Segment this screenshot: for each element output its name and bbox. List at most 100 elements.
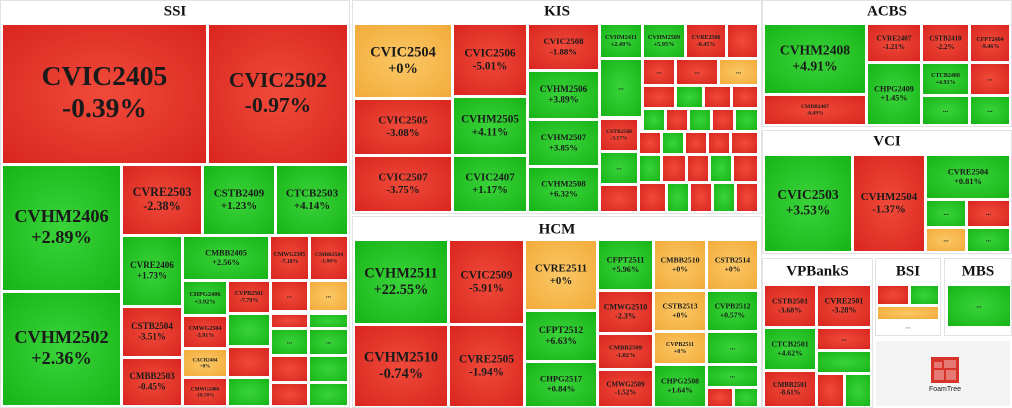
tile-change: +5.95%: [654, 41, 675, 48]
tile-more: ...: [943, 106, 949, 114]
tile-change: -2.38%: [143, 199, 181, 213]
tile-more: ...: [326, 292, 332, 300]
tile-more: ...: [736, 68, 742, 76]
tile-label: CSTB2513: [662, 302, 697, 311]
tile: [184, 237, 268, 279]
tile-more: ...: [841, 335, 847, 343]
tile-change: +4.91%: [792, 58, 837, 73]
tile-label: CVHM2505: [461, 113, 519, 125]
tile-label: CSTB2514: [715, 256, 750, 265]
tile: [668, 184, 688, 211]
tile: [911, 286, 938, 304]
tile-label: CSTB2504: [131, 321, 173, 331]
tile: [878, 307, 938, 319]
tile-more: ...: [943, 209, 949, 217]
panel-title: HCM: [539, 221, 576, 237]
tile-label: CHPG2517: [540, 374, 583, 384]
tile-change: -2.2%: [936, 43, 954, 51]
tile-label: CVHM2506: [540, 84, 588, 94]
tile: [733, 87, 757, 107]
tile-label: CHPG2409: [874, 84, 914, 93]
tile-label: CVHM2411: [605, 34, 637, 41]
tile-label: CVPB2501: [235, 291, 263, 297]
tile-more: ...: [986, 236, 992, 244]
tile: [454, 157, 526, 211]
tile-label: CMWG2406: [191, 386, 220, 392]
tile: [601, 186, 637, 211]
tile: [677, 60, 717, 84]
tile: [310, 330, 347, 354]
tile: [529, 72, 598, 118]
tile: [765, 372, 815, 406]
tile: [818, 286, 870, 326]
tile-label: CSTB2409: [214, 188, 265, 200]
tile-label: CHPG2406: [189, 291, 221, 298]
tile-change: +0%: [388, 61, 418, 77]
tile: [529, 168, 598, 211]
logo-icon: [931, 357, 959, 383]
tile: [644, 60, 674, 84]
tile: [686, 133, 706, 153]
tile: [599, 371, 652, 406]
tile: [640, 133, 660, 153]
tile-change: +0%: [725, 264, 741, 273]
tile: [277, 166, 347, 234]
tile: [735, 389, 757, 406]
tile-label: CFPT2511: [607, 255, 645, 264]
tile: [310, 282, 347, 310]
tile: [271, 237, 308, 279]
tile-label: CVIC2502: [229, 68, 327, 92]
panel-title: VCI: [873, 133, 901, 149]
tile: [708, 333, 757, 363]
tile-label: CMBB2503: [129, 371, 175, 381]
tile-change: +4.93%: [936, 80, 956, 86]
tile: [711, 156, 731, 181]
tile-change: +5.96%: [612, 265, 639, 274]
tile: [728, 25, 757, 57]
tile: [818, 375, 843, 406]
tile-more: ...: [618, 84, 624, 92]
tile-label: CVRE2504: [948, 167, 989, 176]
tile-change: -0.49%: [806, 111, 824, 117]
tile-change: +0%: [672, 310, 688, 319]
tile: [3, 25, 206, 163]
tile-label: CSTB2508: [606, 129, 632, 135]
tile: [123, 237, 181, 305]
tile: [663, 133, 683, 153]
tile-label: CVHM2510: [364, 349, 438, 365]
tile-label: CVIC2506: [464, 47, 516, 59]
tile: [927, 229, 965, 251]
tile-change: +0%: [672, 264, 688, 273]
tile: [272, 315, 307, 327]
tile: [971, 97, 1009, 124]
tile: [687, 25, 725, 57]
tile: [818, 352, 870, 372]
tile: [644, 87, 674, 107]
tile-change: +1.17%: [472, 184, 508, 196]
tile: [454, 25, 526, 95]
tile-more: ...: [326, 338, 332, 346]
tile-change: +1.45%: [881, 94, 908, 103]
tile-label: CVIC2508: [543, 36, 584, 46]
logo-pattern: [934, 360, 956, 380]
tile: [923, 97, 968, 124]
tile: [3, 166, 120, 290]
tile-change: -1.80%: [320, 259, 338, 265]
tile: [644, 25, 684, 57]
tile-label: CMWG2505: [274, 252, 306, 258]
tile-change: -1.02%: [615, 352, 635, 359]
tile-label: CVRE2506: [692, 35, 721, 41]
tile-change: +4.11%: [472, 126, 509, 138]
tile: [355, 241, 447, 323]
tile-label: CVPB2511: [666, 342, 694, 348]
tile-change: +0.84%: [547, 384, 576, 394]
panel-title: SSI: [164, 3, 187, 19]
tile-label: CVRE2505: [459, 353, 514, 365]
tile: [310, 357, 347, 381]
tile: [818, 329, 870, 349]
tile-change: -6.45%: [697, 42, 715, 48]
tile: [229, 379, 269, 405]
tile: [644, 110, 664, 130]
tile: [737, 184, 757, 211]
tile-label: CVIC2407: [465, 172, 515, 184]
